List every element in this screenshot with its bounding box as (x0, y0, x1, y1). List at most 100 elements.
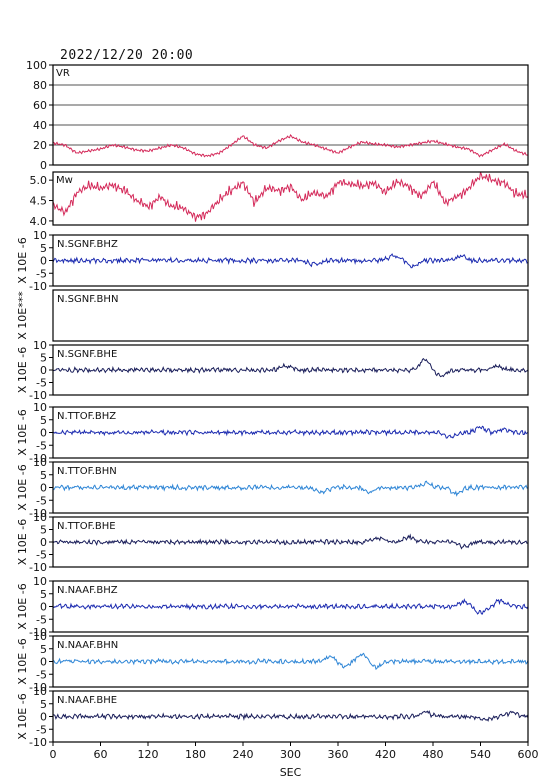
panel-frame (52, 64, 529, 166)
y-tick-label: 4.5 (30, 195, 48, 208)
y-tick-label: 10 (33, 456, 47, 469)
y-tick-label: -10 (29, 452, 47, 465)
y-tick-label: -10 (29, 736, 47, 749)
x-tick-label: 0 (50, 748, 57, 761)
y-tick-label: 0 (40, 656, 47, 669)
x-tick-label: 600 (518, 748, 539, 761)
waveform-trace (52, 533, 529, 550)
panel-label: N.TTOF.BHN (57, 466, 117, 477)
waveform-trace (52, 358, 529, 378)
y-tick-label: 10 (33, 229, 47, 242)
y-tick-label: -10 (29, 507, 47, 520)
y-tick-label: 5 (40, 524, 47, 537)
y-tick-label: 5 (40, 242, 47, 255)
panel-frame (52, 171, 529, 226)
y-tick-label: -10 (29, 561, 47, 574)
y-axis-label: X 10E -6 (16, 237, 29, 283)
y-tick-label: 5 (40, 352, 47, 365)
x-axis: 0 60 120 180 240 300 360 420 480 540 600 SEC (50, 742, 539, 779)
y-tick-label: 10 (33, 685, 47, 698)
panel-label: N.SGNF.BHN (57, 294, 118, 305)
waveform-trace (52, 652, 529, 671)
series-line-vr (52, 133, 529, 158)
y-tick-label: 0 (40, 601, 47, 614)
timestamp-label: 2022/12/20 20:00 (60, 48, 194, 63)
x-tick-label: 180 (185, 748, 206, 761)
y-tick-label: 10 (33, 401, 47, 414)
y-tick-label: 5 (40, 414, 47, 427)
y-axis-label: X 10E -6 (16, 519, 29, 565)
y-tick-label: -5 (36, 549, 47, 562)
x-axis-label: SEC (280, 766, 302, 779)
y-tick-label: 20 (33, 139, 47, 152)
waveform-trace (52, 253, 529, 269)
y-tick-label: 60 (33, 99, 47, 112)
panel-label: N.NAAF.BHE (57, 695, 117, 706)
waveform-trace (52, 710, 529, 722)
y-tick-label: -5 (36, 439, 47, 452)
y-tick-label: -10 (29, 681, 47, 694)
x-tick-label: 120 (138, 748, 159, 761)
y-axis-label: X 10E -6 (16, 464, 29, 510)
y-axis-label: X 10E*** (16, 291, 29, 340)
x-tick-label: 60 (94, 748, 108, 761)
panel-frame (52, 289, 529, 342)
y-tick-label: 10 (33, 575, 47, 588)
panel-label: N.SGNF.BHZ (57, 239, 118, 250)
x-tick-label: 240 (233, 748, 254, 761)
y-tick-label: 0 (40, 364, 47, 377)
y-tick-label: -10 (29, 626, 47, 639)
panel-label: Mw (56, 175, 73, 186)
y-tick-label: 5 (40, 643, 47, 656)
panel-frame (52, 406, 529, 459)
y-tick-label: 5 (40, 469, 47, 482)
panel-frame (52, 635, 529, 688)
y-tick-label: -5 (36, 723, 47, 736)
series-line-mw (52, 171, 529, 222)
panel-frame (52, 234, 529, 287)
y-tick-label: 0 (40, 427, 47, 440)
y-tick-label: 0 (40, 159, 47, 172)
y-tick-label: 0 (40, 482, 47, 495)
y-tick-label: 5 (40, 698, 47, 711)
y-tick-label: 0 (40, 255, 47, 268)
panel-frame (52, 344, 529, 396)
y-tick-label: 0 (40, 711, 47, 724)
y-tick-label: -10 (29, 389, 47, 402)
panel-label: N.TTOF.BHZ (57, 411, 116, 422)
y-tick-label: -5 (36, 494, 47, 507)
y-tick-label: 10 (33, 339, 47, 352)
waveform-trace (52, 598, 529, 615)
y-axis-label: X 10E -6 (16, 638, 29, 684)
y-tick-label: 10 (33, 630, 47, 643)
y-tick-label: -5 (36, 668, 47, 681)
waveform-trace (52, 480, 529, 497)
panel-mw: 4.0 4.5 5.0 Mw (30, 171, 529, 228)
panel-vr: 0 20 40 60 80 100 VR (26, 59, 529, 172)
y-tick-label: 40 (33, 119, 47, 132)
y-tick-label: -5 (36, 377, 47, 390)
x-tick-label: 420 (375, 748, 396, 761)
panel-frame (52, 516, 529, 568)
waveform-trace (52, 425, 529, 439)
y-tick-label: -5 (36, 613, 47, 626)
x-tick-label: 360 (328, 748, 349, 761)
x-tick-label: 480 (423, 748, 444, 761)
waveform-sgnf-bhn: N.SGNF.BHN X 10E*** (16, 289, 529, 342)
y-tick-label: 4.0 (30, 215, 48, 228)
y-axis-label: X 10E -6 (16, 583, 29, 629)
y-tick-label: -5 (36, 267, 47, 280)
y-tick-label: 80 (33, 79, 47, 92)
panel-label: VR (56, 68, 70, 79)
y-tick-label: 5.0 (30, 174, 48, 187)
